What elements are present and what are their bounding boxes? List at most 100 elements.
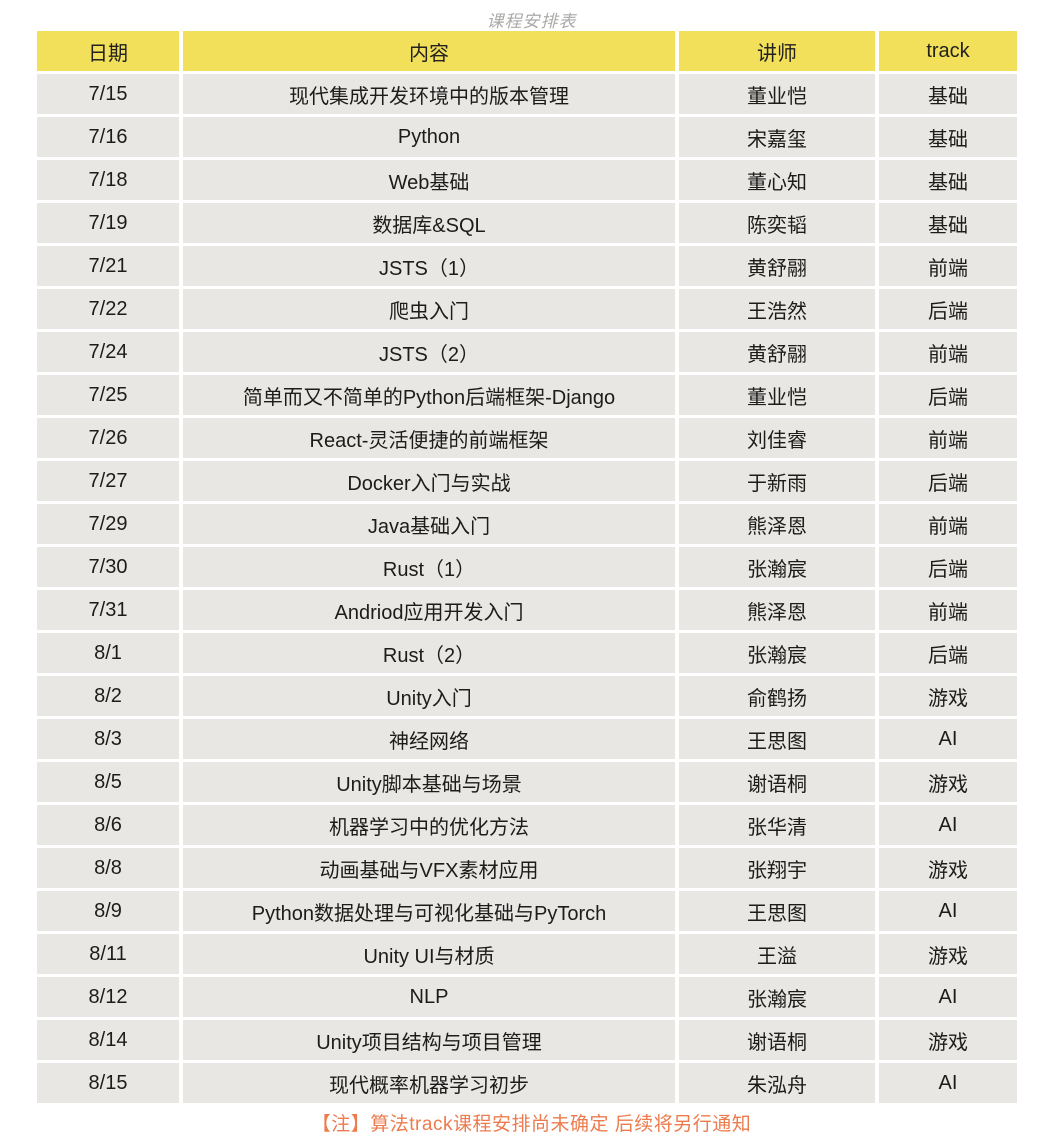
- cell-track: 前端: [879, 590, 1017, 630]
- cell-track: 基础: [879, 203, 1017, 243]
- cell-content: Unity UI与材质: [183, 934, 675, 974]
- table-row: 7/30 Rust（1） 张瀚宸 后端: [37, 547, 1017, 587]
- column-header-track: track: [879, 31, 1017, 71]
- cell-lecturer: 张瀚宸: [679, 977, 875, 1017]
- table-row: 7/16 Python 宋嘉玺 基础: [37, 117, 1017, 157]
- cell-date: 7/18: [37, 160, 179, 200]
- cell-date: 8/1: [37, 633, 179, 673]
- cell-date: 7/16: [37, 117, 179, 157]
- cell-content: React-灵活便捷的前端框架: [183, 418, 675, 458]
- cell-track: AI: [879, 719, 1017, 759]
- cell-date: 7/31: [37, 590, 179, 630]
- table-row: 7/26 React-灵活便捷的前端框架 刘佳睿 前端: [37, 418, 1017, 458]
- cell-lecturer: 王溢: [679, 934, 875, 974]
- table-row: 7/21 JSTS（1） 黄舒翮 前端: [37, 246, 1017, 286]
- cell-date: 7/15: [37, 74, 179, 114]
- table-row: 7/15 现代集成开发环境中的版本管理 董业恺 基础: [37, 74, 1017, 114]
- cell-content: Python数据处理与可视化基础与PyTorch: [183, 891, 675, 931]
- table-row: 8/3 神经网络 王思图 AI: [37, 719, 1017, 759]
- cell-track: 基础: [879, 160, 1017, 200]
- column-header-content: 内容: [183, 31, 675, 71]
- footer-note: 【注】算法track课程安排尚未确定 后续将另行通知: [311, 1114, 752, 1135]
- cell-date: 7/27: [37, 461, 179, 501]
- cell-content: 现代集成开发环境中的版本管理: [183, 74, 675, 114]
- column-header-lecturer: 讲师: [679, 31, 875, 71]
- cell-lecturer: 陈奕韬: [679, 203, 875, 243]
- cell-content: Rust（1）: [183, 547, 675, 587]
- cell-date: 8/2: [37, 676, 179, 716]
- cell-content: 现代概率机器学习初步: [183, 1063, 675, 1103]
- cell-track: 基础: [879, 117, 1017, 157]
- cell-content: 动画基础与VFX素材应用: [183, 848, 675, 888]
- table-row: 7/24 JSTS（2） 黄舒翮 前端: [37, 332, 1017, 372]
- course-schedule-table: 日期 内容 讲师 track 7/15 现代集成开发环境中的版本管理 董业恺 基础 7/…: [33, 28, 1021, 1106]
- cell-content: 爬虫入门: [183, 289, 675, 329]
- table-row: 7/31 Andriod应用开发入门 熊泽恩 前端: [37, 590, 1017, 630]
- table-row: 8/15 现代概率机器学习初步 朱泓舟 AI: [37, 1063, 1017, 1103]
- cell-date: 8/14: [37, 1020, 179, 1060]
- cell-lecturer: 张翔宇: [679, 848, 875, 888]
- cell-date: 8/9: [37, 891, 179, 931]
- cell-lecturer: 董心知: [679, 160, 875, 200]
- cell-content: JSTS（2）: [183, 332, 675, 372]
- table-row: 7/25 简单而又不简单的Python后端框架-Django 董业恺 后端: [37, 375, 1017, 415]
- cell-date: 8/8: [37, 848, 179, 888]
- cell-lecturer: 董业恺: [679, 74, 875, 114]
- cell-lecturer: 谢语桐: [679, 762, 875, 802]
- cell-lecturer: 熊泽恩: [679, 590, 875, 630]
- cell-content: 数据库&SQL: [183, 203, 675, 243]
- cell-date: 7/21: [37, 246, 179, 286]
- cell-date: 8/15: [37, 1063, 179, 1103]
- cell-lecturer: 黄舒翮: [679, 246, 875, 286]
- cell-lecturer: 俞鹤扬: [679, 676, 875, 716]
- cell-date: 7/22: [37, 289, 179, 329]
- cell-lecturer: 朱泓舟: [679, 1063, 875, 1103]
- page-title: 课程安排表: [486, 12, 577, 31]
- table-row: 8/11 Unity UI与材质 王溢 游戏: [37, 934, 1017, 974]
- cell-track: AI: [879, 805, 1017, 845]
- cell-track: 后端: [879, 375, 1017, 415]
- cell-date: 7/25: [37, 375, 179, 415]
- cell-content: Java基础入门: [183, 504, 675, 544]
- table-row: 8/9 Python数据处理与可视化基础与PyTorch 王思图 AI: [37, 891, 1017, 931]
- cell-date: 7/19: [37, 203, 179, 243]
- table-row: 8/1 Rust（2） 张瀚宸 后端: [37, 633, 1017, 673]
- table-row: 7/27 Docker入门与实战 于新雨 后端: [37, 461, 1017, 501]
- table-body: 7/15 现代集成开发环境中的版本管理 董业恺 基础 7/16 Python 宋嘉玺 基础 7/…: [37, 74, 1017, 1103]
- table-row: 7/19 数据库&SQL 陈奕韬 基础: [37, 203, 1017, 243]
- cell-date: 8/6: [37, 805, 179, 845]
- cell-track: 游戏: [879, 848, 1017, 888]
- cell-content: Web基础: [183, 160, 675, 200]
- cell-track: 前端: [879, 504, 1017, 544]
- cell-content: Unity脚本基础与场景: [183, 762, 675, 802]
- cell-track: 游戏: [879, 934, 1017, 974]
- cell-content: Andriod应用开发入门: [183, 590, 675, 630]
- cell-lecturer: 刘佳睿: [679, 418, 875, 458]
- cell-content: Rust（2）: [183, 633, 675, 673]
- cell-date: 8/5: [37, 762, 179, 802]
- cell-track: 游戏: [879, 676, 1017, 716]
- cell-track: 后端: [879, 633, 1017, 673]
- cell-content: Python: [183, 117, 675, 157]
- cell-track: 基础: [879, 74, 1017, 114]
- header-row: 日期 内容 讲师 track: [37, 31, 1017, 71]
- cell-lecturer: 黄舒翮: [679, 332, 875, 372]
- table-row: 7/22 爬虫入门 王浩然 后端: [37, 289, 1017, 329]
- cell-date: 7/30: [37, 547, 179, 587]
- cell-lecturer: 张瀚宸: [679, 633, 875, 673]
- cell-content: Unity入门: [183, 676, 675, 716]
- cell-track: 后端: [879, 461, 1017, 501]
- cell-track: 游戏: [879, 762, 1017, 802]
- column-header-date: 日期: [37, 31, 179, 71]
- cell-date: 8/3: [37, 719, 179, 759]
- cell-lecturer: 王浩然: [679, 289, 875, 329]
- cell-content: 简单而又不简单的Python后端框架-Django: [183, 375, 675, 415]
- cell-track: AI: [879, 891, 1017, 931]
- cell-content: Docker入门与实战: [183, 461, 675, 501]
- cell-lecturer: 张瀚宸: [679, 547, 875, 587]
- cell-track: 后端: [879, 289, 1017, 329]
- cell-track: AI: [879, 977, 1017, 1017]
- cell-lecturer: 董业恺: [679, 375, 875, 415]
- cell-lecturer: 王思图: [679, 891, 875, 931]
